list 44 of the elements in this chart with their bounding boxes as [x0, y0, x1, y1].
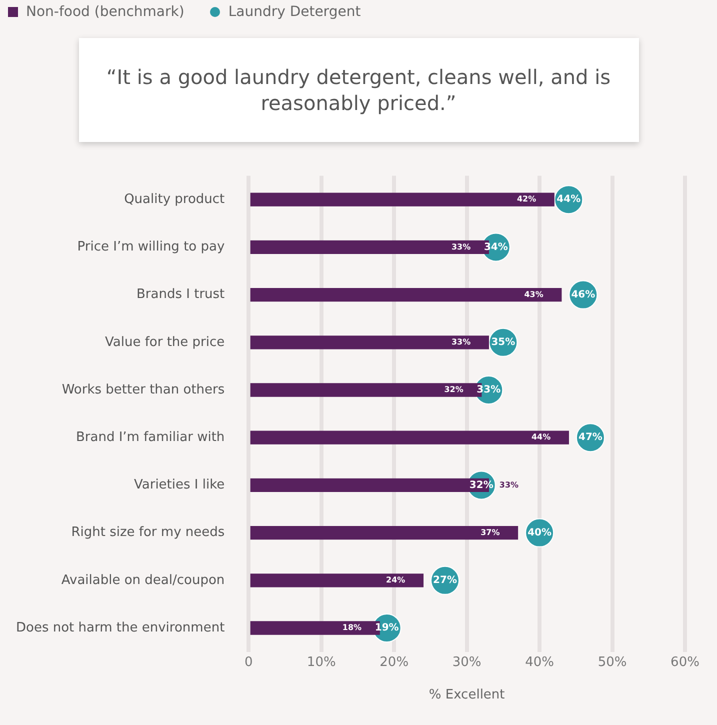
- data-label: 33%: [451, 242, 471, 252]
- data-label: 42%: [516, 194, 536, 204]
- bar: [250, 192, 554, 206]
- data-label: 32%: [469, 480, 494, 491]
- bar: [250, 336, 489, 350]
- data-label: 37%: [480, 528, 500, 537]
- x-tick-label: 60%: [670, 654, 700, 670]
- data-label: 32%: [444, 385, 464, 394]
- x-tick-label: 30%: [452, 654, 482, 670]
- x-tick-label: 0: [244, 654, 253, 670]
- data-label: 44%: [556, 194, 581, 206]
- x-tick-label: 10%: [306, 654, 336, 670]
- y-tick-label: Value for the price: [104, 334, 225, 350]
- data-label: 44%: [531, 432, 551, 442]
- data-label: 35%: [491, 336, 516, 348]
- y-tick-label: Brands I trust: [136, 287, 225, 302]
- y-tick-label: Available on deal/coupon: [61, 572, 225, 588]
- bar: [250, 574, 424, 588]
- y-tick-label: Price I’m willing to pay: [77, 240, 225, 255]
- data-label: 27%: [433, 574, 457, 586]
- data-label: 33%: [499, 480, 519, 490]
- x-tick-label: 20%: [380, 654, 409, 670]
- data-label: 43%: [524, 290, 544, 299]
- data-label: 18%: [342, 623, 362, 632]
- data-label: 24%: [386, 575, 406, 584]
- y-tick-label: Does not harm the environment: [16, 620, 225, 636]
- data-label: 40%: [528, 527, 552, 538]
- x-tick-label: 40%: [525, 654, 554, 670]
- bar: [250, 288, 562, 302]
- y-tick-label: Brand I’m familiar with: [76, 430, 225, 445]
- data-label: 46%: [571, 289, 596, 300]
- x-axis-title: % Excellent: [428, 688, 505, 703]
- legend-label: Non-food (benchmark): [26, 4, 184, 20]
- data-label: 47%: [578, 432, 602, 444]
- bar: [250, 526, 518, 540]
- y-tick-label: Varieties I like: [134, 478, 225, 493]
- x-tick-label: 50%: [598, 654, 627, 670]
- legend-label: Laundry Detergent: [228, 4, 361, 20]
- y-tick-label: Quality product: [124, 192, 225, 207]
- bar: [250, 430, 569, 444]
- chart-title: “It is a good laundry detergent, cleans well, and is reasonably priced.”: [78, 38, 638, 142]
- data-label: 33%: [451, 337, 471, 346]
- y-tick-label: Right size for my needs: [71, 525, 225, 540]
- y-tick-label: Works better than others: [62, 382, 225, 398]
